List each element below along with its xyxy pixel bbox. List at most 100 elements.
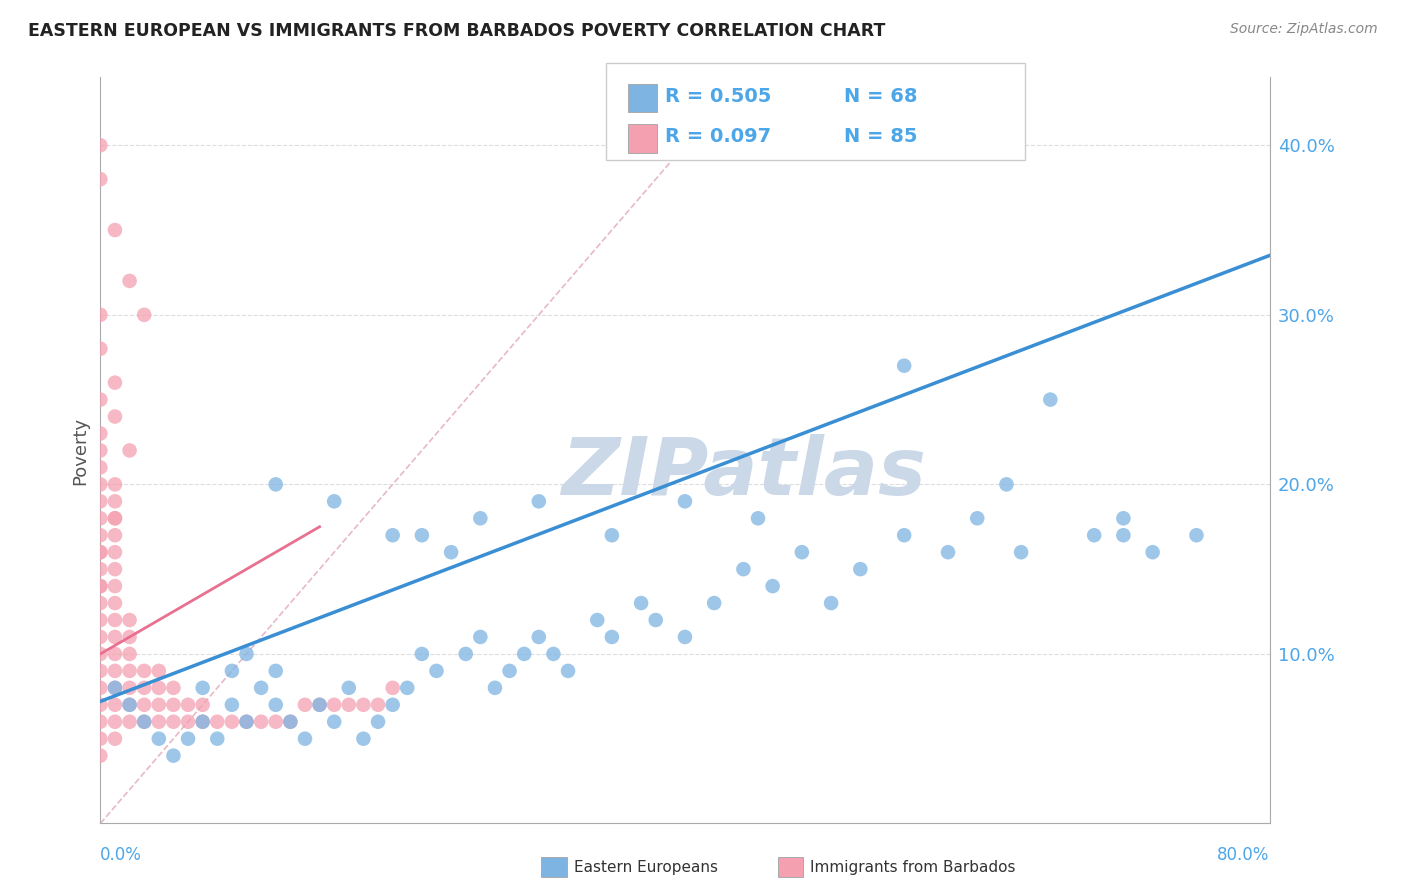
Point — [411, 647, 433, 661]
Point — [162, 714, 184, 729]
Point — [893, 528, 915, 542]
Point — [586, 613, 609, 627]
Point — [425, 664, 447, 678]
Point — [104, 731, 127, 746]
Point — [177, 714, 200, 729]
Point — [148, 731, 170, 746]
Text: N = 68: N = 68 — [844, 87, 917, 106]
Point — [280, 714, 302, 729]
Point — [673, 494, 696, 508]
Point — [134, 681, 156, 695]
Point — [104, 477, 127, 491]
Point — [936, 545, 959, 559]
Point — [104, 376, 127, 390]
Text: Immigrants from Barbados: Immigrants from Barbados — [810, 860, 1015, 874]
Point — [118, 630, 141, 644]
Point — [104, 223, 127, 237]
Point — [89, 681, 111, 695]
Point — [557, 664, 579, 678]
Point — [280, 714, 302, 729]
Point — [454, 647, 477, 661]
Point — [294, 698, 316, 712]
Point — [104, 596, 127, 610]
Text: EASTERN EUROPEAN VS IMMIGRANTS FROM BARBADOS POVERTY CORRELATION CHART: EASTERN EUROPEAN VS IMMIGRANTS FROM BARB… — [28, 22, 886, 40]
Point — [89, 698, 111, 712]
Text: N = 85: N = 85 — [844, 127, 917, 146]
Y-axis label: Poverty: Poverty — [72, 417, 89, 484]
Point — [235, 647, 257, 661]
Point — [1185, 528, 1208, 542]
Point — [1142, 545, 1164, 559]
Point — [118, 274, 141, 288]
Point — [995, 477, 1018, 491]
Point — [381, 698, 404, 712]
Point — [600, 630, 623, 644]
Text: R = 0.505: R = 0.505 — [665, 87, 772, 106]
Point — [513, 647, 536, 661]
Point — [148, 681, 170, 695]
Text: Source: ZipAtlas.com: Source: ZipAtlas.com — [1230, 22, 1378, 37]
Point — [250, 714, 273, 729]
Point — [89, 545, 111, 559]
Point — [148, 714, 170, 729]
Point — [104, 664, 127, 678]
Point — [207, 714, 229, 729]
Point — [762, 579, 785, 593]
Point — [1083, 528, 1105, 542]
Point — [118, 714, 141, 729]
Point — [118, 681, 141, 695]
Point — [89, 494, 111, 508]
Point — [207, 731, 229, 746]
Point — [134, 714, 156, 729]
Point — [89, 511, 111, 525]
Point — [470, 630, 492, 644]
Point — [381, 681, 404, 695]
Point — [104, 494, 127, 508]
Point — [264, 714, 287, 729]
Point — [118, 443, 141, 458]
Point — [600, 528, 623, 542]
Point — [294, 731, 316, 746]
Text: ZIPatlas: ZIPatlas — [561, 434, 927, 512]
Text: 80.0%: 80.0% — [1218, 846, 1270, 863]
Point — [89, 562, 111, 576]
Point — [337, 698, 360, 712]
Point — [162, 681, 184, 695]
Point — [893, 359, 915, 373]
Point — [162, 698, 184, 712]
Point — [89, 342, 111, 356]
Point — [235, 714, 257, 729]
Point — [177, 731, 200, 746]
Point — [89, 308, 111, 322]
Point — [118, 698, 141, 712]
Point — [89, 714, 111, 729]
Point — [104, 698, 127, 712]
Point — [1112, 511, 1135, 525]
Point — [89, 596, 111, 610]
Point — [849, 562, 872, 576]
Point — [820, 596, 842, 610]
Point — [308, 698, 330, 712]
Point — [104, 613, 127, 627]
Point — [337, 681, 360, 695]
Point — [352, 731, 374, 746]
Point — [89, 172, 111, 186]
Point — [191, 714, 214, 729]
Point — [89, 392, 111, 407]
Point — [747, 511, 769, 525]
Point — [148, 698, 170, 712]
Point — [104, 528, 127, 542]
Point — [191, 698, 214, 712]
Point — [89, 477, 111, 491]
Text: R = 0.097: R = 0.097 — [665, 127, 770, 146]
Point — [134, 698, 156, 712]
Point — [104, 647, 127, 661]
Point — [134, 664, 156, 678]
Point — [89, 647, 111, 661]
Point — [104, 562, 127, 576]
Point — [367, 714, 389, 729]
Point — [673, 630, 696, 644]
Point — [134, 308, 156, 322]
Point — [703, 596, 725, 610]
Point — [118, 647, 141, 661]
